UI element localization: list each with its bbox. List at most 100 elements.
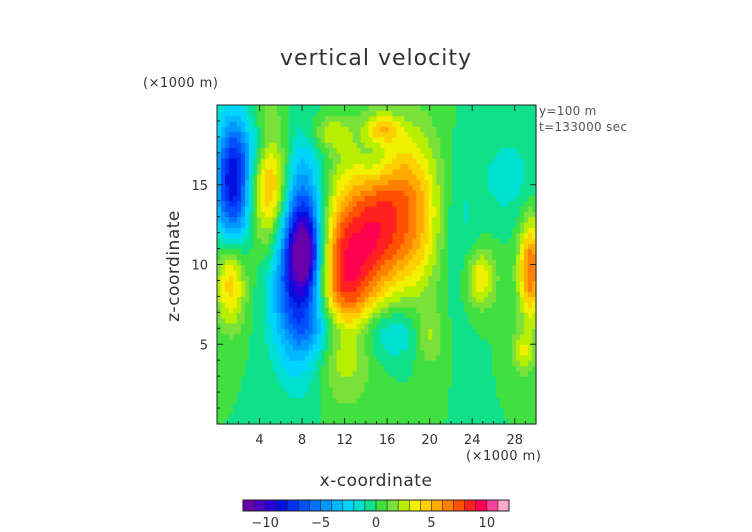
heatmap-cell <box>236 386 242 393</box>
heatmap-cell <box>376 397 382 404</box>
heatmap-cell <box>496 269 501 276</box>
heatmap-cell <box>220 195 226 202</box>
heatmap-cell <box>292 131 298 138</box>
heatmap-cell <box>372 381 378 388</box>
heatmap-cell <box>304 120 310 127</box>
heatmap-cell <box>356 259 362 266</box>
heatmap-cell <box>292 280 298 287</box>
heatmap-cell <box>292 360 298 367</box>
heatmap-cell <box>312 397 318 404</box>
heatmap-cell <box>256 142 262 149</box>
heatmap-cell <box>260 126 266 133</box>
heatmap-cell <box>456 402 461 409</box>
heatmap-cell <box>264 110 270 117</box>
heatmap-cell <box>448 386 453 393</box>
heatmap-cell <box>360 206 366 212</box>
heatmap-cell <box>516 120 521 127</box>
heatmap-cell <box>500 168 505 175</box>
heatmap-cell <box>360 280 366 287</box>
heatmap-cell <box>520 344 525 351</box>
heatmap-cell <box>260 307 266 313</box>
heatmap-cell <box>352 131 358 138</box>
heatmap-cell <box>464 365 469 372</box>
heatmap-cell <box>472 136 477 143</box>
heatmap-cell <box>360 402 366 409</box>
heatmap-cell <box>444 147 449 154</box>
heatmap-cell <box>292 184 298 191</box>
heatmap-cell <box>316 269 322 276</box>
heatmap-cell <box>492 147 497 154</box>
heatmap-cell <box>316 248 322 255</box>
heatmap-cell <box>444 237 449 244</box>
heatmap-cell <box>456 344 461 351</box>
heatmap-cell <box>312 328 318 335</box>
heatmap-cell <box>404 232 409 239</box>
heatmap-cell <box>372 333 378 340</box>
heatmap-cell <box>468 354 473 361</box>
y-axis-unit: (×1000 m) <box>143 76 219 91</box>
heatmap-cell <box>376 190 382 196</box>
heatmap-cell <box>248 275 254 282</box>
heatmap-cell <box>452 291 457 297</box>
heatmap-cell <box>460 408 465 414</box>
heatmap-cell <box>472 259 477 266</box>
heatmap-cell <box>432 317 437 324</box>
heatmap-cell <box>320 174 326 181</box>
heatmap-cell <box>420 397 425 404</box>
heatmap-cell <box>476 152 481 159</box>
heatmap-cell <box>388 338 394 345</box>
heatmap-cell <box>496 216 501 223</box>
heatmap-cell <box>408 413 413 420</box>
heatmap-cell <box>384 354 390 361</box>
heatmap-cell <box>372 397 378 404</box>
heatmap-cell <box>504 184 509 191</box>
heatmap-cell <box>492 317 497 324</box>
heatmap-cell <box>348 158 354 165</box>
heatmap-cell <box>500 285 505 292</box>
heatmap-cell <box>336 370 342 377</box>
heatmap-cell <box>372 370 378 377</box>
heatmap-cell <box>492 307 497 313</box>
heatmap-cell <box>356 328 362 335</box>
heatmap-cell <box>288 301 294 308</box>
heatmap-cell <box>320 211 326 218</box>
heatmap-cell <box>476 285 481 292</box>
heatmap-cell <box>244 408 250 414</box>
heatmap-cell <box>272 174 278 181</box>
heatmap-cell <box>368 413 374 420</box>
heatmap-cell <box>264 386 270 393</box>
heatmap-cell <box>412 365 417 372</box>
colorbar-swatch <box>420 500 432 511</box>
heatmap-cell <box>420 370 425 377</box>
heatmap-cell <box>316 200 322 207</box>
heatmap-cell <box>392 418 398 425</box>
heatmap-cell <box>416 296 421 303</box>
heatmap-cell <box>384 360 390 367</box>
heatmap-cell <box>217 376 222 383</box>
colorbar-swatch <box>276 500 288 511</box>
heatmap-cell <box>372 291 378 297</box>
heatmap-cell <box>328 227 334 234</box>
heatmap-cell <box>240 354 246 361</box>
heatmap-cell <box>504 152 509 159</box>
heatmap-cell <box>340 397 346 404</box>
heatmap-cell <box>244 184 250 191</box>
heatmap-cell <box>472 418 477 425</box>
heatmap-cell <box>264 296 270 303</box>
heatmap-cell <box>504 168 509 175</box>
heatmap-cell <box>500 211 505 218</box>
heatmap-cell <box>420 120 425 127</box>
heatmap-cell <box>456 237 461 244</box>
heatmap-cell <box>296 126 302 133</box>
heatmap-cell <box>504 243 509 250</box>
heatmap-cell <box>412 131 417 138</box>
heatmap-cell <box>468 338 473 345</box>
heatmap-cell <box>296 253 302 260</box>
heatmap-cell <box>220 269 226 276</box>
heatmap-cell <box>240 269 246 276</box>
heatmap-cell <box>416 376 421 383</box>
heatmap-cell <box>248 280 254 287</box>
heatmap-cell <box>364 291 370 297</box>
heatmap-cell <box>404 349 409 356</box>
heatmap-cell <box>524 413 529 420</box>
